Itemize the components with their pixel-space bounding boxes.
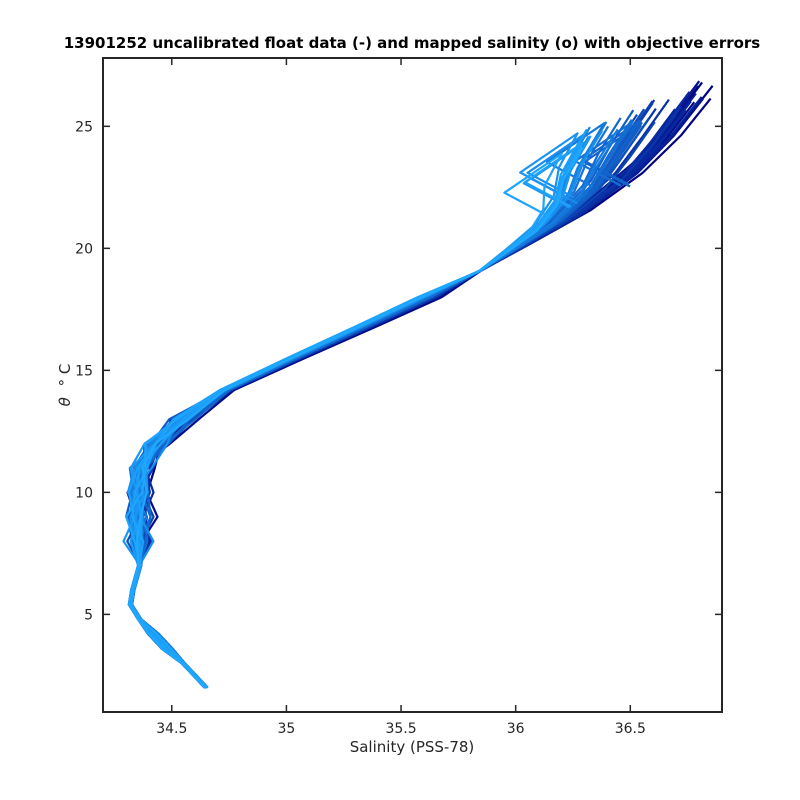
profile-lines — [122, 80, 714, 689]
x-axis-label: Salinity (PSS-78) — [350, 738, 475, 756]
y-tick-label: 10 — [75, 485, 93, 501]
y-tick-label: 15 — [75, 363, 93, 379]
x-tick-label: 35.5 — [385, 721, 416, 737]
x-tick-label: 34.5 — [156, 721, 187, 737]
y-axis: 5 10 15 20 25 — [75, 119, 722, 623]
plot-frame — [102, 57, 723, 713]
y-tick-label: 5 — [84, 607, 93, 623]
profile-line — [125, 152, 563, 689]
svg-text:θ ° C: θ ° C — [56, 364, 74, 407]
x-tick-label: 36.5 — [615, 721, 646, 737]
x-axis: 34.5 35 35.5 36 36.5 — [156, 58, 646, 737]
y-axis-label-unit: ° C — [56, 364, 74, 387]
y-tick-label: 20 — [75, 241, 93, 257]
y-tick-label: 25 — [75, 119, 93, 135]
profile-line — [128, 146, 584, 689]
chart-title: 13901252 uncalibrated float data (-) and… — [64, 34, 761, 52]
y-axis-label-symbol: θ — [56, 397, 74, 406]
y-axis-label: θ ° C — [56, 364, 74, 407]
x-tick-label: 35 — [277, 721, 295, 737]
x-tick-label: 36 — [507, 721, 525, 737]
